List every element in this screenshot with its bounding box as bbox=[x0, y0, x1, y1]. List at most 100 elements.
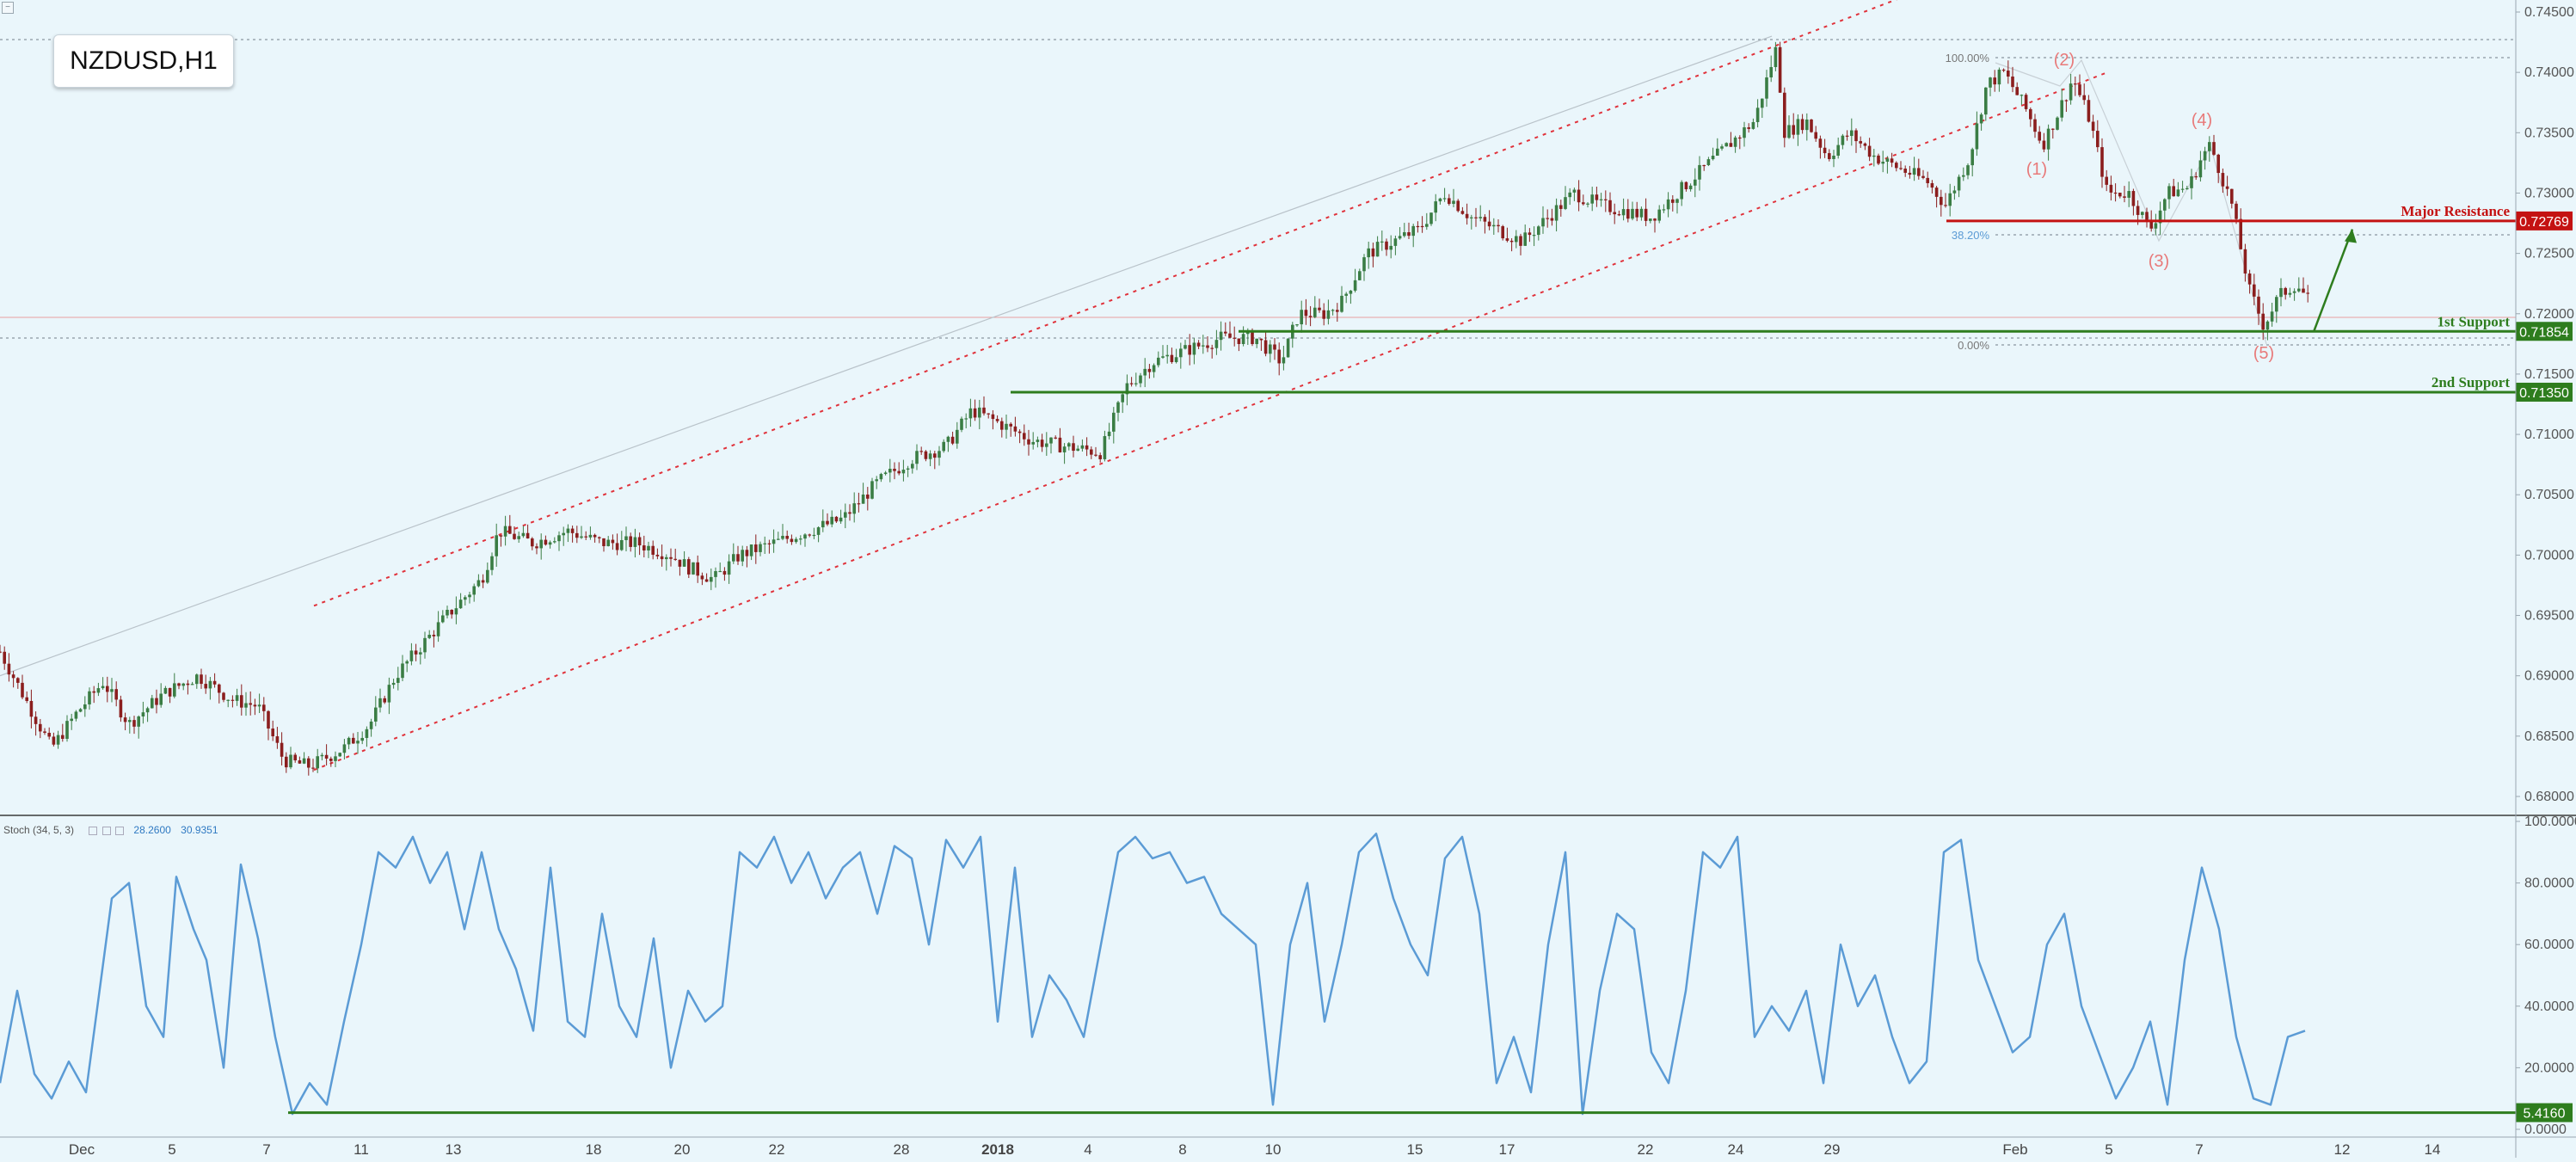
candle-body bbox=[2109, 184, 2113, 193]
candle-body bbox=[1336, 310, 1339, 312]
candle-body bbox=[1179, 348, 1183, 358]
candle-body bbox=[3, 651, 6, 664]
candle-body bbox=[521, 532, 526, 537]
candle-body bbox=[2118, 193, 2122, 197]
major-resistance-price-text: 0.72769 bbox=[2519, 215, 2569, 230]
candle-body bbox=[1505, 238, 1509, 241]
candle-body bbox=[2243, 249, 2247, 274]
candle-body bbox=[293, 754, 297, 761]
candle-body bbox=[1944, 205, 1947, 206]
candle-body bbox=[450, 610, 453, 615]
candle-body bbox=[106, 686, 109, 692]
time-axis-label: 7 bbox=[2195, 1141, 2203, 1158]
candle-body bbox=[204, 684, 207, 689]
time-axis-label: Dec bbox=[69, 1141, 95, 1158]
candle-body bbox=[1877, 155, 1880, 164]
candle-body bbox=[1908, 172, 1912, 175]
candle-body bbox=[1448, 198, 1451, 205]
candle-body bbox=[866, 494, 870, 499]
candle-body bbox=[1912, 168, 1916, 175]
candle-body bbox=[307, 758, 310, 768]
wave-label: (4) bbox=[2192, 111, 2212, 130]
symbol-label[interactable]: NZDUSD,H1 bbox=[53, 34, 234, 88]
candle-body bbox=[1013, 426, 1017, 432]
support-1-price-text: 0.71854 bbox=[2519, 325, 2569, 340]
candle-body bbox=[472, 586, 476, 595]
candle-body bbox=[1895, 163, 1898, 169]
candle-body bbox=[615, 543, 619, 550]
candle-body bbox=[1917, 168, 1921, 176]
candle-body bbox=[606, 539, 610, 546]
candle-body bbox=[1774, 46, 1778, 67]
candle-body bbox=[2266, 321, 2270, 330]
candle-body bbox=[1881, 162, 1884, 164]
candle-body bbox=[186, 683, 190, 686]
candle-body bbox=[1657, 209, 1661, 221]
candle-body bbox=[289, 754, 292, 768]
price-axis-label: 0.74500 bbox=[2524, 5, 2574, 20]
price-axis-label: 0.73500 bbox=[2524, 126, 2574, 140]
candle-body bbox=[2253, 284, 2256, 297]
candle-body bbox=[732, 554, 735, 562]
annotations: 100.00% 38.20% 0.00% (1) (2) (3) (4) (5) bbox=[1946, 51, 2357, 363]
candle-body bbox=[692, 562, 695, 575]
candle-body bbox=[275, 736, 280, 743]
candle-body bbox=[1152, 365, 1156, 372]
stoch-axis-label: 20.0000 bbox=[2524, 1061, 2574, 1075]
candle-body bbox=[673, 558, 677, 560]
candle-body bbox=[960, 418, 963, 430]
candle-body bbox=[785, 536, 789, 539]
candle-body bbox=[852, 503, 856, 514]
candle-body bbox=[2180, 188, 2185, 190]
candle-body bbox=[414, 650, 418, 655]
candle-body bbox=[1997, 69, 2001, 85]
candle-body bbox=[342, 744, 347, 753]
candle-body bbox=[1872, 155, 1876, 157]
candle-body bbox=[754, 544, 758, 552]
candle-body bbox=[696, 562, 699, 576]
candle-body bbox=[271, 729, 274, 737]
candle-body bbox=[1487, 221, 1491, 227]
candle-body bbox=[1214, 340, 1219, 348]
candle-body bbox=[1206, 345, 1209, 348]
stoch-axis-label: 0.0000 bbox=[2524, 1122, 2567, 1137]
candle-body bbox=[919, 451, 923, 452]
stoch-legend-controls[interactable] bbox=[87, 824, 126, 836]
candle-body bbox=[280, 742, 284, 757]
collapse-icon[interactable]: − bbox=[2, 2, 14, 14]
candle-body bbox=[669, 556, 673, 559]
price-axis-label: 0.74000 bbox=[2524, 65, 2574, 80]
candle-body bbox=[1626, 209, 1630, 219]
candle-body bbox=[1308, 316, 1313, 317]
candle-body bbox=[1076, 448, 1079, 452]
candle-body bbox=[964, 418, 968, 420]
candle-body bbox=[883, 472, 888, 475]
candle-body bbox=[834, 516, 839, 522]
candle-body bbox=[2154, 223, 2158, 229]
candle-body bbox=[56, 735, 60, 745]
candle-body bbox=[1228, 333, 1232, 338]
close-icon[interactable] bbox=[115, 826, 125, 835]
candle-body bbox=[799, 538, 802, 540]
candle-body bbox=[1761, 98, 1764, 108]
candle-body bbox=[1031, 441, 1035, 445]
stoch-axis-label: 80.0000 bbox=[2524, 876, 2574, 891]
candle-body bbox=[1546, 218, 1549, 219]
time-axis-label: 28 bbox=[894, 1141, 910, 1158]
candle-body bbox=[1702, 164, 1706, 167]
candle-body bbox=[1434, 201, 1437, 213]
candle-body bbox=[1005, 423, 1008, 430]
settings-icon[interactable] bbox=[101, 826, 111, 835]
candle-body bbox=[1241, 334, 1245, 344]
eye-icon[interactable] bbox=[89, 826, 98, 835]
candle-body bbox=[1188, 345, 1191, 355]
candle-body bbox=[1653, 218, 1657, 221]
candle-body bbox=[177, 683, 181, 686]
candle-body bbox=[334, 756, 337, 761]
candle-body bbox=[678, 559, 682, 567]
candle-body bbox=[101, 686, 105, 689]
candle-body bbox=[1716, 148, 1719, 157]
